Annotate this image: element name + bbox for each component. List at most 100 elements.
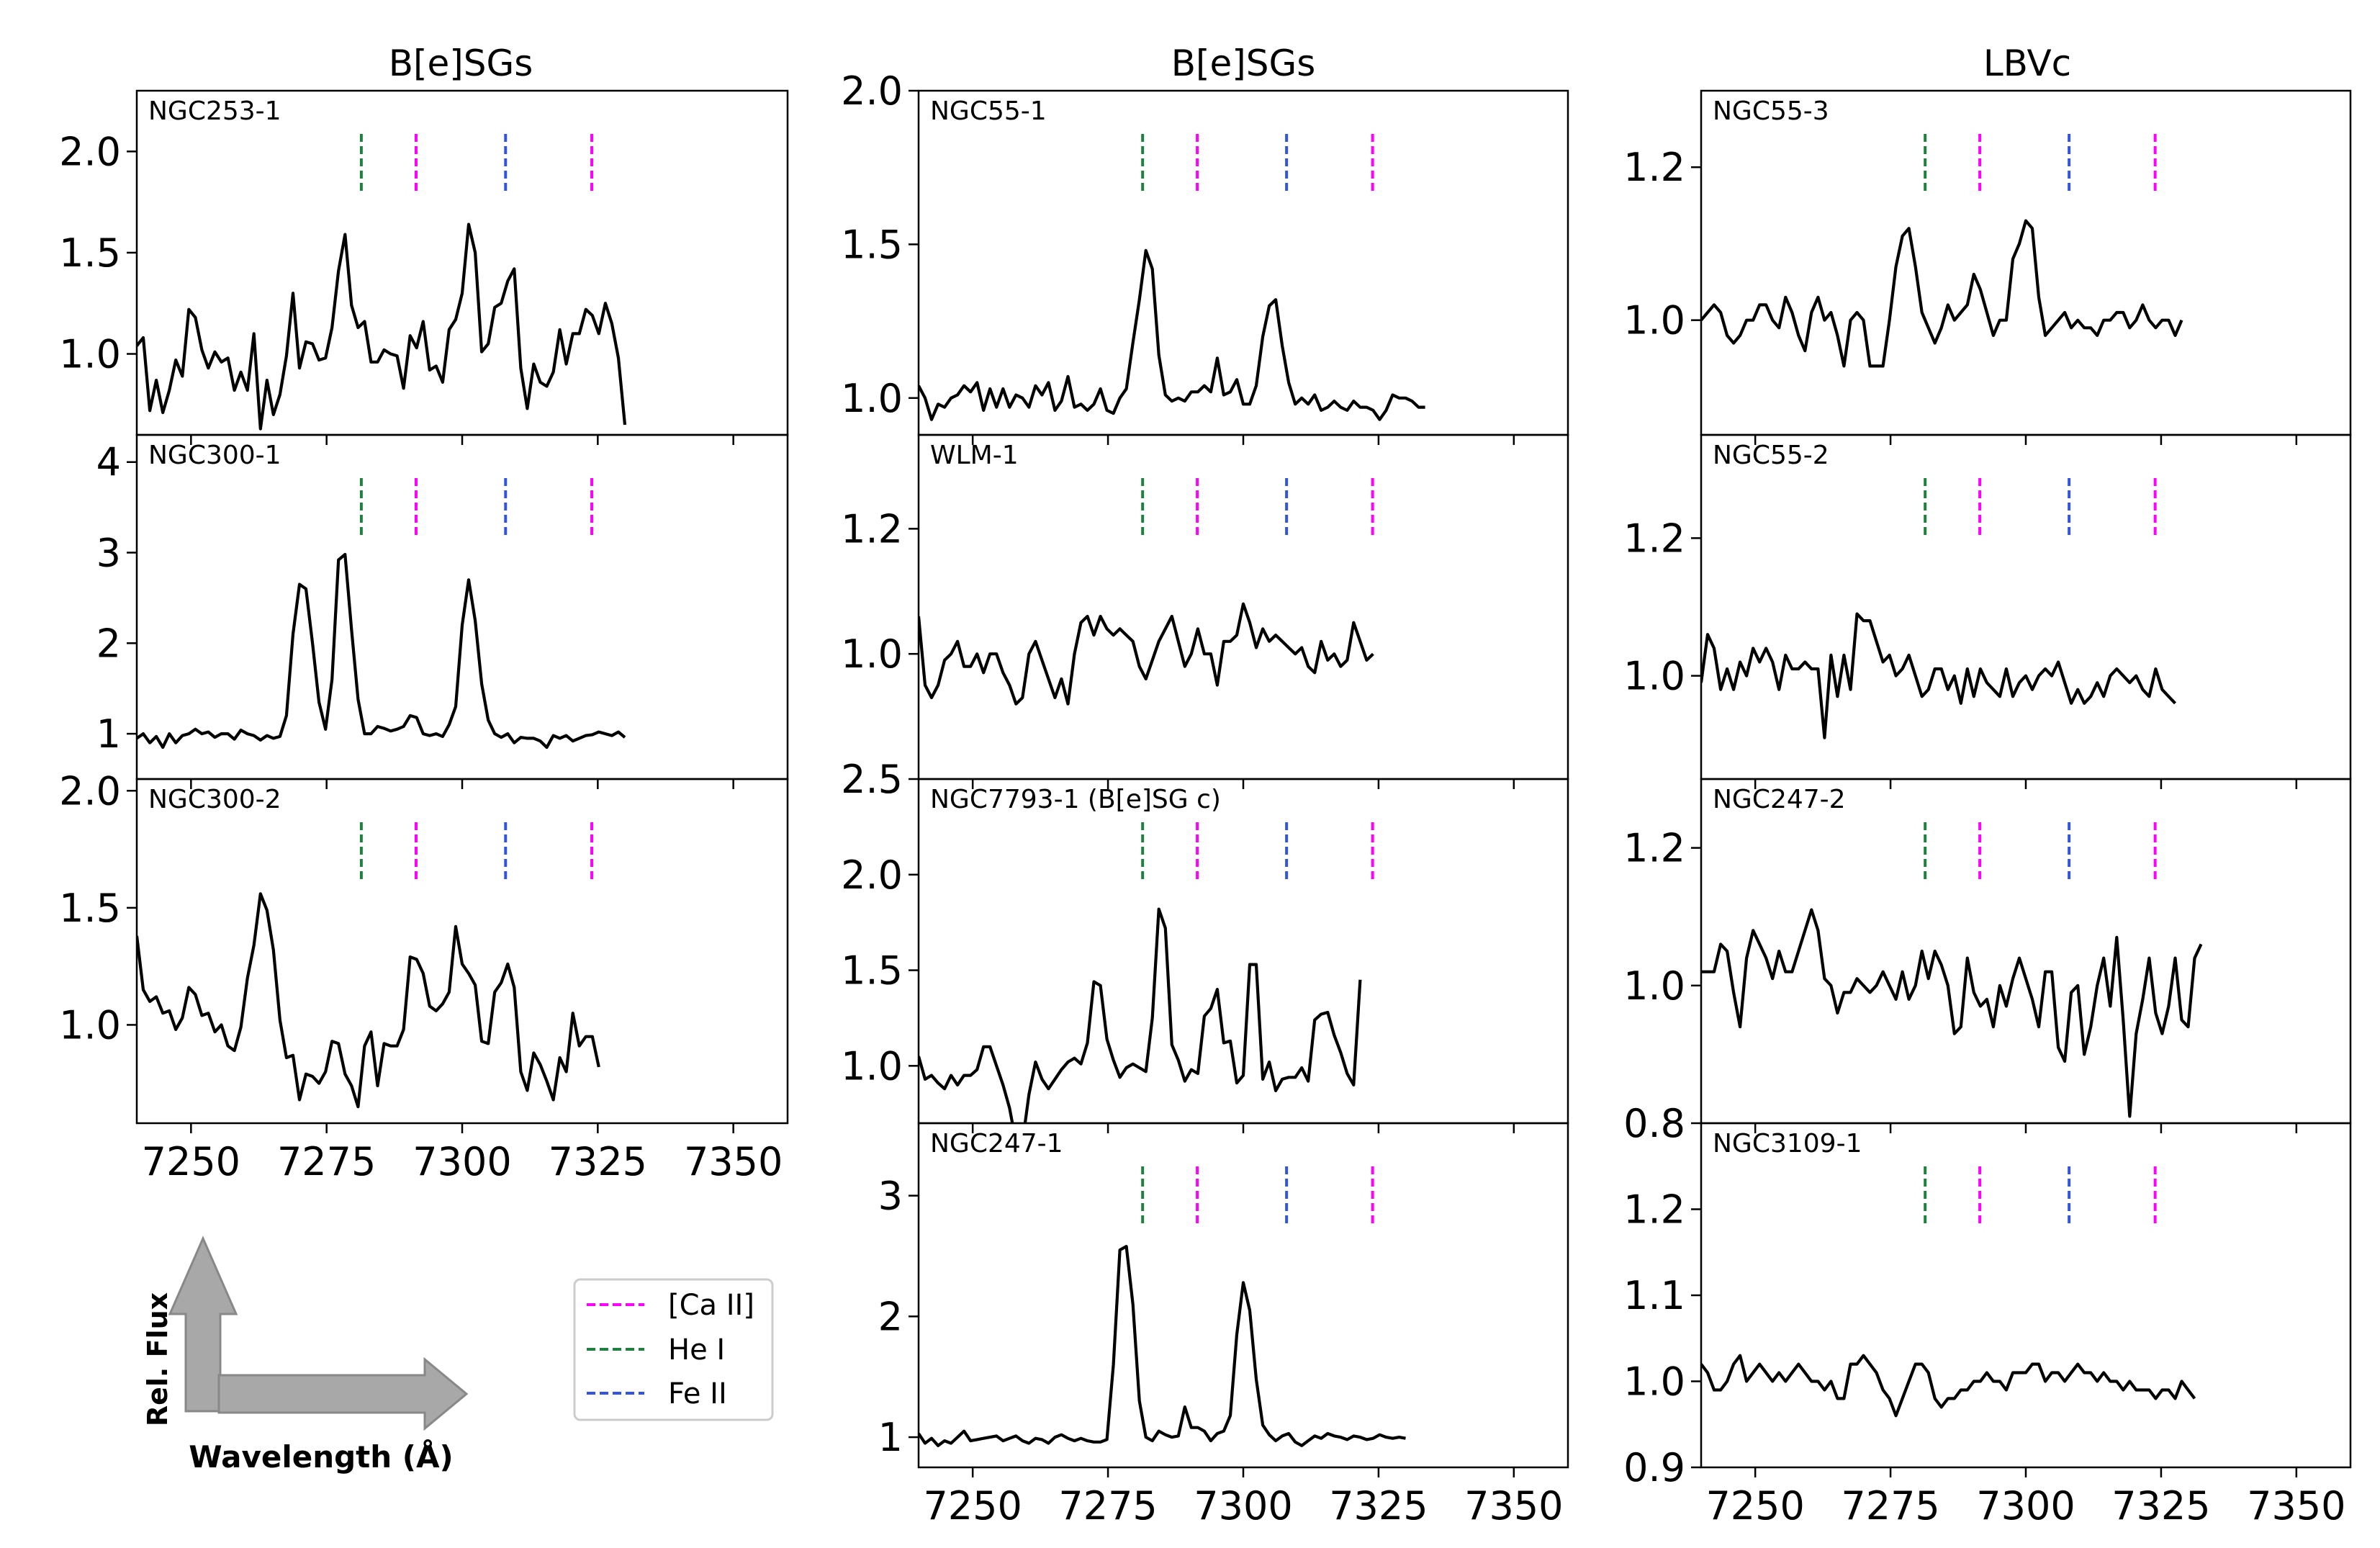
xtick-label-ngc3109-1-4: 7350: [2247, 1483, 2345, 1529]
panel-ngc7793-1-b-e-sg-c: NGC7793-1 (B[e]SG c) 1.0 1.5 2.0 2.5: [841, 757, 1569, 1133]
ytick-label-ngc300-1-3: 4: [96, 440, 121, 485]
xtick-label-ngc300-2-2: 7300: [413, 1139, 511, 1184]
xtick-label-ngc247-1-3: 7325: [1329, 1483, 1428, 1529]
ytick-label-ngc55-3-0: 1.0: [1623, 298, 1685, 343]
ytick-label-ngc7793-1-b-e-sg-c-3: 2.5: [841, 757, 903, 802]
ytick-label-ngc253-1-0: 1.0: [59, 332, 121, 377]
ytick-label-ngc55-1-0: 1.0: [841, 376, 903, 421]
xtick-label-ngc3109-1-0: 7250: [1705, 1483, 1804, 1529]
legend: [Ca II] He I Fe II: [573, 1278, 774, 1421]
x-axis-key-label: Wavelength (Å): [189, 1439, 453, 1475]
axis-key: Rel. Flux Wavelength (Å): [142, 1236, 469, 1475]
panel-title-ngc300-1: NGC300-1: [148, 441, 281, 470]
panel-frame-ngc55-1: [917, 89, 1569, 436]
ytick-label-ngc300-2-2: 2.0: [59, 768, 121, 814]
ytick-label-ngc3109-1-1: 1.0: [1623, 1359, 1685, 1405]
panel-title-ngc247-1: NGC247-1: [930, 1129, 1063, 1158]
ytick-label-ngc3109-1-2: 1.1: [1623, 1273, 1685, 1318]
spectrum-line-ngc253-1: [137, 222, 627, 431]
panel-ngc247-1: NGC247-1 1 2 3 7250 7275 7300 7325 7350: [878, 1122, 1569, 1529]
panel-title-ngc247-2: NGC247-2: [1713, 785, 1846, 814]
panel-ngc3109-1: NGC3109-1 0.9 1.0 1.1 1.2 7250 7275 7300 7325 735…: [1623, 1122, 2352, 1529]
panel-ngc253-1: NGC253-1 1.0 1.5 2.0: [59, 89, 789, 445]
panel-title-ngc55-3: NGC55-3: [1713, 96, 1829, 126]
panels: NGC253-1 1.0 1.5 2.0 NGC300-1 1 2 3 4 NGC300-2 1.0…: [59, 68, 2352, 1529]
panel-ngc247-2: NGC247-2 0.8 1.0 1.2: [1623, 778, 2352, 1146]
column-title-2: B[e]SGs: [1171, 42, 1316, 84]
panel-wlm-1: WLM-1 1.0 1.2: [841, 433, 1569, 789]
xtick-label-ngc3109-1-1: 7275: [1841, 1483, 1939, 1529]
column-title-3: LBVc: [1983, 42, 2071, 84]
panel-ngc300-1: NGC300-1 1 2 3 4: [96, 433, 789, 789]
legend-label-fe-ii: Fe II: [668, 1377, 727, 1410]
panel-ngc55-2: NGC55-2 1.0 1.2: [1623, 433, 2352, 789]
xtick-label-ngc300-2-3: 7325: [549, 1139, 647, 1184]
xtick-label-ngc247-1-4: 7350: [1464, 1483, 1563, 1529]
ytick-label-ngc247-2-2: 1.2: [1623, 826, 1685, 871]
panel-title-ngc3109-1: NGC3109-1: [1713, 1129, 1862, 1158]
ytick-label-ngc247-1-0: 1: [878, 1415, 903, 1460]
panel-frame-ngc300-1: [135, 433, 789, 780]
y-axis-key-label: Rel. Flux: [142, 1292, 173, 1426]
legend-label-he-i: He I: [668, 1333, 725, 1367]
panel-title-ngc300-2: NGC300-2: [148, 785, 281, 814]
panel-frame-ngc55-2: [1700, 433, 2352, 780]
panel-ngc55-3: NGC55-3 1.0 1.2: [1623, 89, 2352, 445]
spectrum-line-ngc300-2: [137, 892, 600, 1109]
panel-title-ngc55-1: NGC55-1: [930, 96, 1047, 126]
column-title-1: B[e]SGs: [389, 42, 533, 84]
ytick-label-ngc55-2-1: 1.2: [1623, 516, 1685, 561]
panel-title-wlm-1: WLM-1: [930, 441, 1019, 470]
panel-frame-ngc55-3: [1700, 89, 2352, 436]
ytick-label-ngc7793-1-b-e-sg-c-0: 1.0: [841, 1043, 903, 1089]
ytick-label-ngc3109-1-3: 1.2: [1623, 1187, 1685, 1233]
ytick-label-ngc3109-1-0: 0.9: [1623, 1445, 1685, 1490]
ytick-label-ngc300-2-1: 1.5: [59, 886, 121, 931]
spectrum-line-ngc247-1: [919, 1244, 1406, 1447]
legend-box: [573, 1278, 774, 1421]
x-direction-arrow: [217, 1356, 469, 1431]
spectrum-line-ngc7793-1-b-e-sg-c: [919, 907, 1362, 1123]
ytick-label-ngc253-1-1: 1.5: [59, 230, 121, 276]
ytick-label-ngc300-1-2: 3: [96, 531, 121, 576]
panel-title-ngc55-2: NGC55-2: [1713, 441, 1829, 470]
ytick-label-ngc55-1-2: 2.0: [841, 68, 903, 114]
panel-frame-ngc247-1: [917, 1122, 1569, 1469]
ytick-label-ngc7793-1-b-e-sg-c-1: 1.5: [841, 948, 903, 994]
xtick-label-ngc247-1-0: 7250: [923, 1483, 1022, 1529]
ytick-label-wlm-1-0: 1.0: [841, 631, 903, 677]
xtick-label-ngc300-2-4: 7350: [684, 1139, 783, 1184]
ytick-label-ngc300-1-0: 1: [96, 711, 121, 757]
spectrum-line-ngc55-1: [919, 248, 1425, 421]
ytick-label-ngc247-2-1: 1.0: [1623, 963, 1685, 1009]
xtick-label-ngc300-2-1: 7275: [277, 1139, 376, 1184]
ytick-label-ngc55-1-1: 1.5: [841, 222, 903, 267]
panel-ngc300-2: NGC300-2 1.0 1.5 2.0 7250 7275 7300 7325 7350: [59, 768, 789, 1184]
ytick-label-ngc247-1-1: 2: [878, 1294, 903, 1339]
ytick-label-ngc7793-1-b-e-sg-c-2: 2.0: [841, 852, 903, 898]
spectrum-line-ngc3109-1: [1701, 1354, 2196, 1418]
xtick-label-ngc300-2-0: 7250: [142, 1139, 240, 1184]
xtick-label-ngc3109-1-3: 7325: [2111, 1483, 2210, 1529]
ytick-label-wlm-1-1: 1.2: [841, 506, 903, 552]
xtick-label-ngc247-1-2: 7300: [1194, 1483, 1292, 1529]
ytick-label-ngc55-2-0: 1.0: [1623, 654, 1685, 699]
panel-frame-ngc3109-1: [1700, 1122, 2352, 1469]
spectrum-line-wlm-1: [919, 602, 1374, 706]
ytick-label-ngc247-1-2: 3: [878, 1174, 903, 1219]
ytick-label-ngc247-2-0: 0.8: [1623, 1101, 1685, 1146]
xtick-label-ngc247-1-1: 7275: [1058, 1483, 1157, 1529]
panel-title-ngc253-1: NGC253-1: [148, 96, 281, 126]
panel-ngc55-1: NGC55-1 1.0 1.5 2.0: [841, 68, 1569, 445]
spectrum-line-ngc247-2: [1701, 908, 2203, 1118]
spectrum-line-ngc55-2: [1701, 612, 2177, 739]
ytick-label-ngc253-1-2: 2.0: [59, 129, 121, 174]
spectrum-line-ngc300-1: [137, 552, 626, 750]
legend-label-ca-ii: [Ca II]: [668, 1289, 754, 1322]
panel-title-ngc7793-1-b-e-sg-c: NGC7793-1 (B[e]SG c): [930, 785, 1221, 814]
xtick-label-ngc3109-1-2: 7300: [1976, 1483, 2075, 1529]
ytick-label-ngc300-2-0: 1.0: [59, 1002, 121, 1048]
ytick-label-ngc300-1-1: 2: [96, 621, 121, 666]
panel-frame-ngc300-2: [135, 778, 789, 1125]
